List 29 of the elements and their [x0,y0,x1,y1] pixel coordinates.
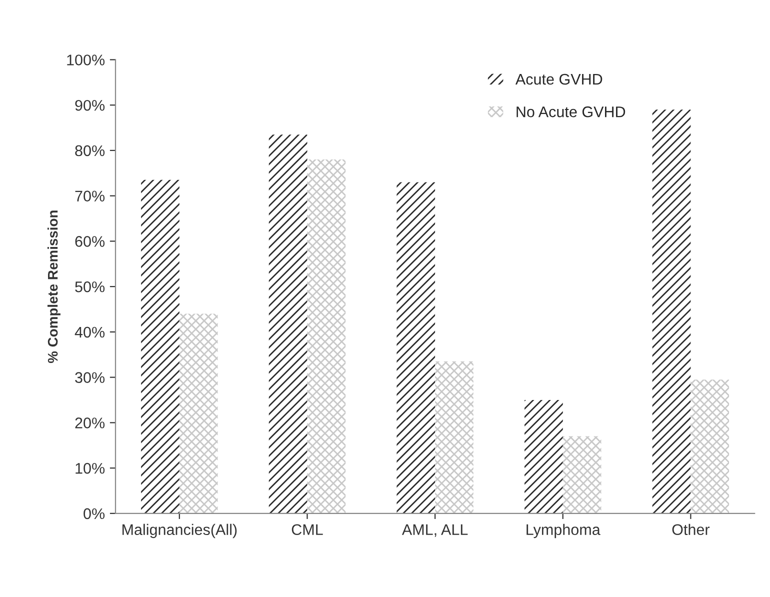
y-tick-label: 20% [75,418,105,428]
x-tick-label: Lymphoma [526,524,600,538]
x-tick-label: Malignancies(All) [122,524,237,538]
legend-label: Acute GVHD [515,74,602,85]
bar [652,110,691,514]
y-tick-label: 90% [75,100,105,111]
y-tick-label: 80% [75,145,105,156]
bar [435,361,474,514]
bar [141,180,180,514]
y-tick-label: 30% [75,372,105,383]
y-tick-label: 60% [75,236,105,247]
bar [268,134,308,514]
y-tick-label: 50% [75,281,105,292]
bar [524,400,563,514]
y-tick-label: 70% [75,190,105,202]
bar [307,160,346,514]
bar [396,182,436,514]
x-tick-label: CML [292,524,323,536]
y-axis-title: % Complete Remission [48,210,60,364]
y-tick-label: 40% [74,326,105,338]
bar [562,436,602,514]
bar [179,314,218,514]
x-tick-label: Other [672,524,710,536]
y-tick-label: 10% [76,462,105,474]
y-tick-label: 0% [84,508,105,520]
x-tick-label: AML, ALL [402,524,468,537]
bar [690,380,730,514]
legend-label: No Acute GVHD [516,106,626,118]
y-tick-label: 100% [67,54,105,66]
